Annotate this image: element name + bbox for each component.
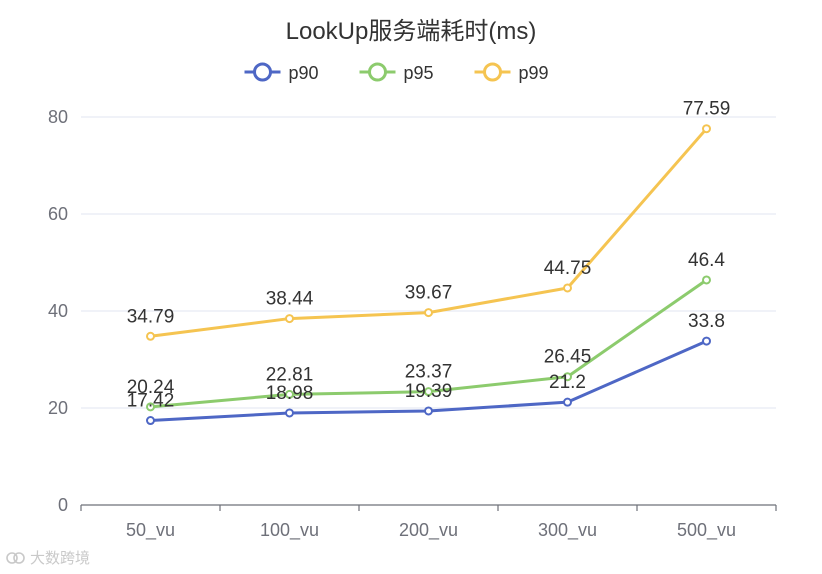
y-tick-label: 20 — [48, 398, 68, 418]
watermark-logo-icon — [6, 551, 25, 564]
series-line-p99 — [150, 127, 708, 338]
data-point-p95[interactable] — [146, 402, 155, 412]
legend-item-p95[interactable]: p95 — [359, 62, 434, 83]
data-point-p90[interactable] — [702, 336, 711, 346]
y-tick-label: 40 — [48, 301, 68, 321]
x-tick-label: 100_vu — [260, 520, 319, 541]
data-label-p95: 22.81 — [266, 364, 314, 385]
data-label-p90: 21.2 — [549, 372, 586, 393]
watermark: 大数跨境 — [6, 547, 90, 568]
chart-title: LookUp服务端耗时(ms) — [286, 18, 537, 45]
data-label-p95: 26.45 — [544, 347, 592, 368]
y-tick-label: 0 — [58, 495, 68, 515]
data-point-p95[interactable] — [702, 275, 711, 285]
y-tick-label: 60 — [48, 204, 68, 224]
series-group — [146, 124, 711, 426]
data-label-p90: 19.39 — [405, 381, 453, 402]
y-axis: 0 20 40 60 80 — [48, 107, 68, 515]
watermark-text: 大数跨境 — [30, 549, 91, 567]
legend-item-p99[interactable]: p99 — [474, 62, 549, 83]
data-point-p90[interactable] — [146, 416, 155, 426]
legend-marker-icon — [368, 62, 387, 82]
data-label-p99: 44.75 — [544, 258, 592, 279]
data-label-p95: 20.24 — [127, 377, 175, 398]
data-point-p90[interactable] — [424, 406, 433, 416]
x-axis: 50_vu 100_vu 200_vu 300_vu 500_vu — [80, 504, 777, 541]
data-point-p95[interactable] — [563, 372, 572, 382]
data-label-p99: 38.44 — [266, 289, 314, 310]
data-point-p99[interactable] — [563, 283, 572, 293]
legend-label: p99 — [519, 63, 549, 83]
data-point-p99[interactable] — [702, 124, 711, 134]
legend[interactable]: p90 p95 p99 — [244, 62, 549, 83]
data-point-p99[interactable] — [285, 314, 294, 324]
data-label-p99: 39.67 — [405, 283, 453, 304]
legend-label: p95 — [404, 63, 434, 83]
data-point-p99[interactable] — [424, 308, 433, 318]
data-label-p95: 46.4 — [688, 250, 725, 271]
y-tick-label: 80 — [48, 107, 68, 127]
data-point-p99[interactable] — [146, 331, 155, 341]
data-point-p90[interactable] — [285, 408, 294, 418]
x-tick-label: 500_vu — [677, 520, 736, 541]
legend-item-p90[interactable]: p90 — [244, 62, 319, 83]
data-label-p99: 34.79 — [127, 306, 175, 327]
data-point-p90[interactable] — [563, 397, 572, 407]
legend-label: p90 — [289, 63, 319, 83]
data-point-p95[interactable] — [285, 389, 294, 399]
data-label-p90: 17.42 — [127, 391, 175, 412]
x-tick-label: 50_vu — [126, 520, 175, 541]
data-point-p95[interactable] — [424, 387, 433, 397]
data-label-p99: 77.59 — [683, 99, 731, 120]
data-label-p90: 18.98 — [266, 383, 314, 404]
data-label-p90: 33.8 — [688, 311, 725, 332]
data-label-p95: 23.37 — [405, 362, 453, 383]
legend-marker-icon — [253, 62, 272, 82]
x-tick-label: 300_vu — [538, 520, 597, 541]
x-tick-label: 200_vu — [399, 520, 458, 541]
legend-marker-icon — [483, 62, 502, 82]
data-labels: 17.42 18.98 19.39 21.2 33.8 20.24 22.81 23.37 26… — [127, 99, 731, 412]
